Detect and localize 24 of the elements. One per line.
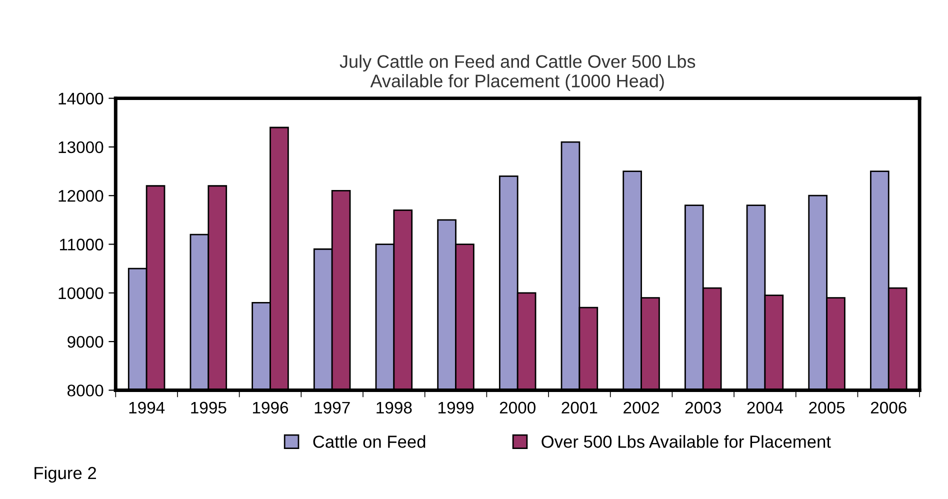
x-tick-label: 1998 [376, 402, 412, 414]
x-tick-label: 1999 [438, 402, 474, 414]
legend-label: Over 500 Lbs Available for Placement [542, 435, 831, 448]
x-tick-label: 1994 [129, 402, 165, 414]
y-tick-label: 11000 [60, 238, 104, 250]
y-tick-label: 14000 [58, 92, 104, 105]
x-tick-label: 2004 [747, 402, 784, 414]
x-tick-label: 2005 [809, 402, 845, 414]
legend-label: Cattle on Feed [313, 435, 426, 448]
x-tick-label: 2006 [870, 402, 906, 414]
x-tick-label: 2001 [562, 402, 598, 414]
x-tick-label: 1997 [314, 402, 350, 414]
y-tick-label: 8000 [68, 384, 104, 396]
y-tick-label: 12000 [58, 190, 104, 202]
caption: Figure 2 [34, 466, 96, 483]
y-tick-label: 9000 [68, 336, 104, 348]
y-tick-label: 10000 [58, 287, 104, 300]
x-tick-label: 2003 [685, 402, 721, 414]
x-tick-label: 2002 [624, 402, 659, 414]
x-tick-label: 1996 [252, 402, 288, 414]
chart-title: July Cattle on Feed and Cattle Over 500 Lbs Available for Placement (1000 Head) [340, 54, 696, 91]
x-tick-label: 1995 [191, 402, 226, 414]
y-tick-label: 13000 [58, 141, 104, 154]
x-tick-label: 2000 [500, 402, 536, 414]
